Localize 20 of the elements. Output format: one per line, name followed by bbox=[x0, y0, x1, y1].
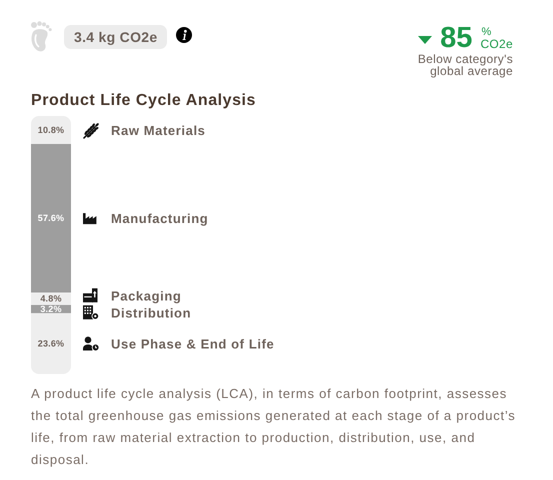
data-label: 10.8% bbox=[38, 124, 64, 135]
text: 3.4 kg CO2e bbox=[64, 24, 168, 48]
text: Distribution bbox=[111, 304, 192, 320]
bar bbox=[31, 313, 71, 374]
text: Packaging bbox=[111, 288, 182, 303]
text: % bbox=[481, 26, 492, 38]
data-label: 57.6% bbox=[38, 213, 64, 224]
text: Raw Materials bbox=[111, 122, 206, 138]
data-label: 23.6% bbox=[38, 338, 64, 349]
text: Manufacturing bbox=[111, 210, 208, 226]
text: 85 bbox=[440, 22, 472, 54]
text: Product Life Cycle Analysis bbox=[31, 91, 256, 110]
bar bbox=[31, 144, 71, 292]
text: A product life cycle analysis (LCA), in terms of carbon footprint, assesses the total greenhouse gas emissions generated at each stage of a product’s life, from raw material extraction to production, distribution, use, and disposal. bbox=[31, 385, 517, 469]
data-label: 4.8% bbox=[40, 294, 62, 304]
text: Below category's global average bbox=[416, 52, 513, 78]
bar bbox=[31, 116, 71, 144]
data-label: 3.2% bbox=[40, 304, 62, 314]
text: CO2e bbox=[480, 36, 513, 50]
text: Use Phase & End of Life bbox=[111, 336, 274, 352]
